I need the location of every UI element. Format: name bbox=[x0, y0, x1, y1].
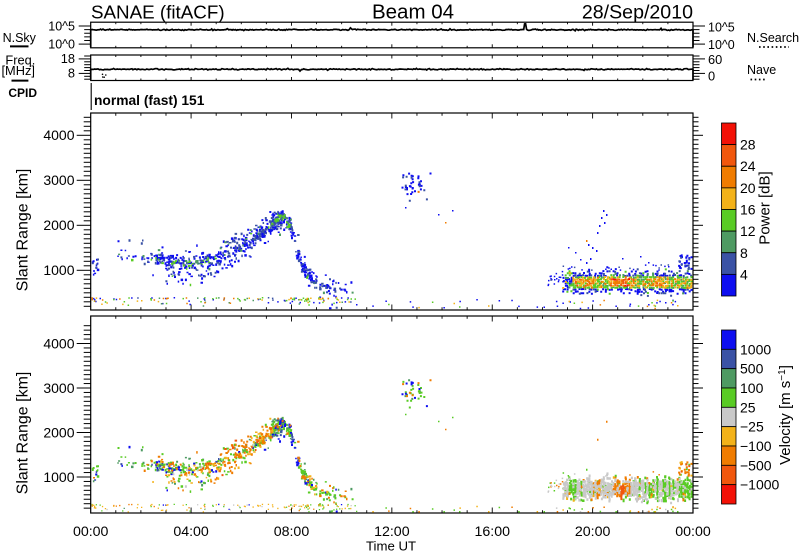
svg-text:28/Sep/2010: 28/Sep/2010 bbox=[582, 2, 693, 24]
svg-text:100: 100 bbox=[740, 380, 764, 396]
svg-text:Slant Range [km]: Slant Range [km] bbox=[15, 169, 32, 292]
svg-text:N.Search: N.Search bbox=[747, 31, 799, 45]
svg-text:1000: 1000 bbox=[43, 469, 74, 485]
svg-text:8: 8 bbox=[68, 66, 75, 81]
svg-text:CPID: CPID bbox=[8, 86, 37, 100]
svg-text:Power [dB]: Power [dB] bbox=[757, 171, 774, 244]
svg-text:10^5: 10^5 bbox=[708, 21, 735, 35]
svg-text:N.Sky: N.Sky bbox=[3, 31, 37, 45]
svg-text:28: 28 bbox=[740, 137, 756, 153]
svg-text:−500: −500 bbox=[740, 457, 772, 473]
svg-text:16:00: 16:00 bbox=[474, 524, 510, 540]
svg-text:24: 24 bbox=[740, 158, 756, 174]
svg-text:normal (fast) 151: normal (fast) 151 bbox=[94, 93, 205, 108]
svg-text:4000: 4000 bbox=[43, 127, 74, 143]
svg-text:0: 0 bbox=[708, 69, 715, 84]
svg-text:1000: 1000 bbox=[740, 341, 771, 357]
svg-text:−25: −25 bbox=[740, 419, 764, 435]
svg-text:00:00: 00:00 bbox=[73, 524, 109, 540]
svg-text:1000: 1000 bbox=[43, 262, 74, 278]
svg-text:2000: 2000 bbox=[43, 424, 74, 440]
svg-text:Slant Range [km]: Slant Range [km] bbox=[15, 372, 32, 495]
svg-text:500: 500 bbox=[740, 361, 764, 377]
svg-text:Time UT: Time UT bbox=[366, 539, 416, 554]
svg-text:04:00: 04:00 bbox=[173, 524, 209, 540]
svg-text:Nave: Nave bbox=[747, 63, 776, 77]
svg-text:12:00: 12:00 bbox=[374, 524, 410, 540]
svg-text:20: 20 bbox=[740, 180, 756, 196]
svg-text:25: 25 bbox=[740, 399, 756, 415]
svg-text:10^0: 10^0 bbox=[48, 38, 75, 52]
svg-text:00:00: 00:00 bbox=[675, 524, 711, 540]
svg-text:12: 12 bbox=[740, 223, 756, 239]
svg-text:8: 8 bbox=[740, 245, 748, 261]
svg-text:20:00: 20:00 bbox=[575, 524, 611, 540]
svg-text:SANAE (fitACF): SANAE (fitACF) bbox=[91, 2, 225, 23]
svg-text:10^5: 10^5 bbox=[48, 19, 75, 33]
svg-text:4000: 4000 bbox=[43, 335, 74, 351]
svg-text:Velocity [m s−1]: Velocity [m s−1] bbox=[777, 365, 795, 465]
svg-text:[MHz]: [MHz] bbox=[2, 63, 35, 78]
svg-text:60: 60 bbox=[708, 52, 722, 67]
svg-text:−100: −100 bbox=[740, 438, 772, 454]
svg-text:Beam 04: Beam 04 bbox=[372, 1, 454, 24]
svg-text:18: 18 bbox=[61, 51, 75, 66]
svg-text:3000: 3000 bbox=[43, 172, 74, 188]
svg-text:Freq.: Freq. bbox=[5, 52, 35, 67]
svg-text:3000: 3000 bbox=[43, 380, 74, 396]
svg-text:2000: 2000 bbox=[43, 217, 74, 233]
svg-text:−1000: −1000 bbox=[740, 477, 780, 493]
svg-text:4: 4 bbox=[740, 266, 748, 282]
svg-text:16: 16 bbox=[740, 202, 756, 218]
svg-text:10^0: 10^0 bbox=[708, 38, 735, 52]
svg-text:08:00: 08:00 bbox=[274, 524, 310, 540]
